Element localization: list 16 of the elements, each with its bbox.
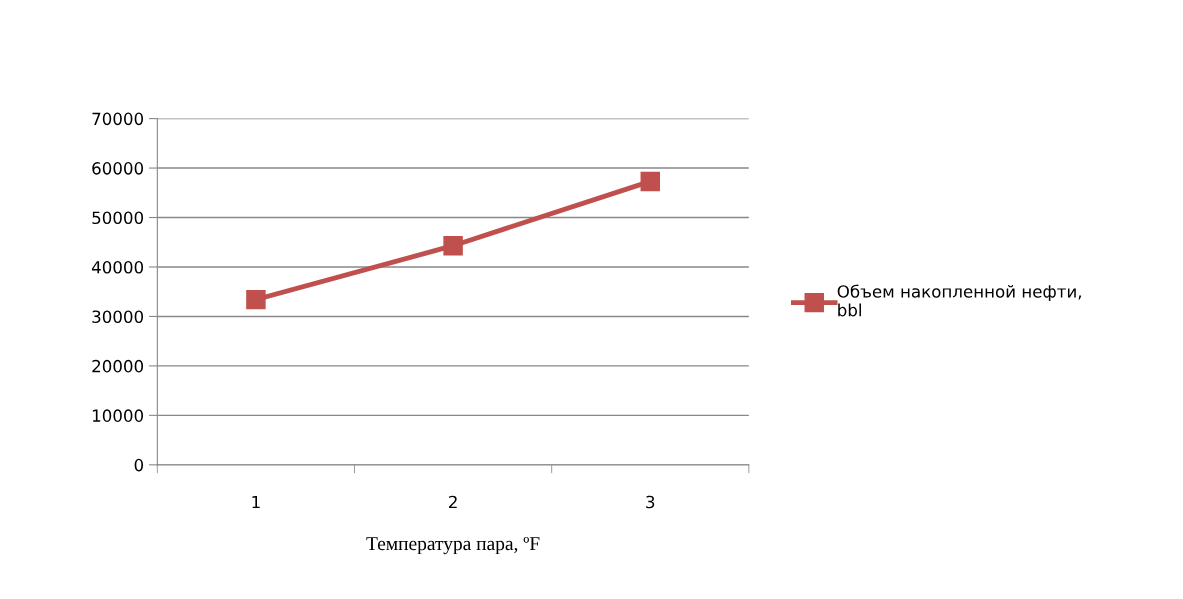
x-tick-label: 2: [449, 495, 457, 509]
x-tick-label: 1: [252, 495, 260, 509]
y-tick-label: 0: [134, 458, 144, 472]
y-tick-label: 60000: [92, 162, 144, 175]
point: [640, 171, 660, 192]
y-tick-label: 20000: [92, 359, 144, 373]
y-tick-label: 10000: [92, 409, 144, 422]
point: [443, 235, 463, 256]
y-tick-label: 50000: [92, 211, 144, 225]
y-tick-label: 30000: [92, 310, 144, 324]
x-axis-title: Температура пара, ºF: [366, 537, 540, 555]
y-tick-label: 40000: [91, 260, 144, 274]
x-tick-label: 3: [646, 495, 655, 509]
point: [246, 289, 266, 310]
y-tick-label: 70000: [92, 112, 144, 126]
legend-label: Объем накопленной нефти, bbl: [837, 284, 1081, 317]
